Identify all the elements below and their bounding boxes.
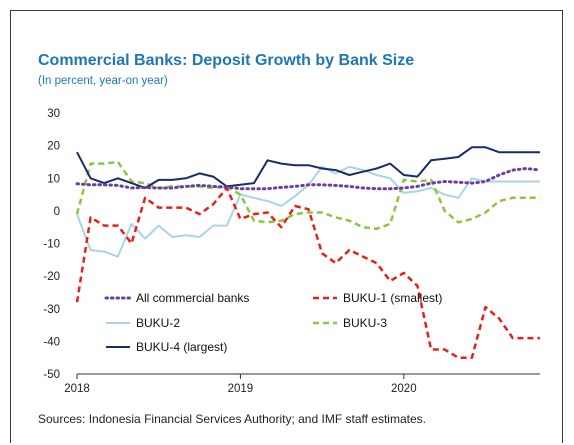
source-note: Sources: Indonesia Financial Services Au…: [38, 412, 426, 426]
y-tick-label: -10: [43, 239, 60, 251]
chart-title: Commercial Banks: Deposit Growth by Bank…: [38, 52, 415, 69]
axes-group: 30 20 10 0 -10 -20 -30 -40 -50 2018 2019 2020: [43, 108, 540, 395]
y-tick-label: -50: [43, 369, 60, 381]
x-tick-label: 2020: [391, 383, 417, 395]
series-line-buku-1-smallest: [75, 186, 540, 359]
y-tick-label: 20: [47, 141, 60, 153]
series-line-buku-4-largest: [76, 146, 540, 189]
chart-frame: [10, 10, 563, 443]
y-tick-label: 0: [54, 206, 60, 218]
legend-label: All commercial banks: [136, 291, 249, 305]
y-tick-label: -30: [43, 304, 60, 316]
legend-label: BUKU-1 (smallest): [343, 291, 442, 305]
x-tick-label: 2019: [228, 383, 254, 395]
y-tick-label: -20: [43, 271, 60, 283]
legend-label: BUKU-3: [343, 316, 387, 330]
y-tick-label: 30: [47, 108, 60, 120]
x-tick-label: 2018: [64, 383, 90, 395]
series-line-buku-3: [75, 160, 540, 231]
legend-label: BUKU-2: [136, 316, 180, 330]
y-tick-label: 10: [47, 173, 60, 185]
series-group: [75, 146, 542, 359]
chart-subtitle: (In percent, year-on year): [38, 75, 168, 87]
legend-label: BUKU-4 (largest): [136, 340, 227, 354]
series-line-all-commercial-banks: [75, 167, 542, 191]
legend: All commercial banks BUKU-1 (smallest) BUK…: [104, 291, 442, 354]
y-tick-label: -40: [43, 336, 60, 348]
